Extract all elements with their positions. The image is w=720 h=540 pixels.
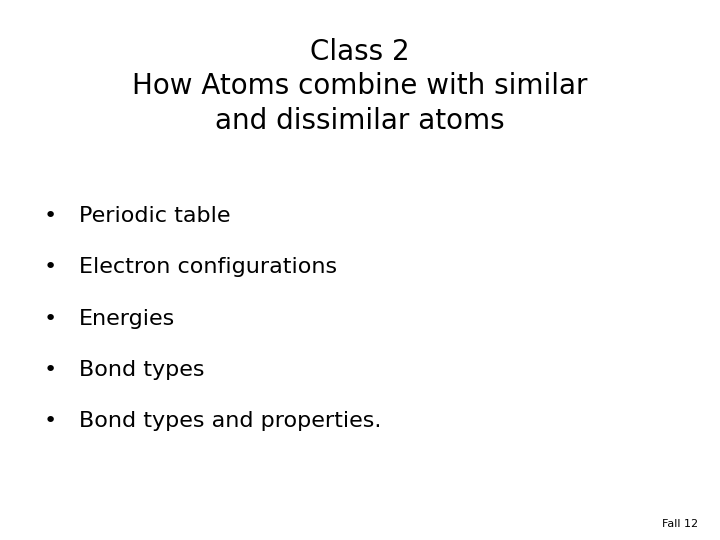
Text: •: • (43, 206, 56, 226)
Text: Energies: Energies (79, 308, 176, 329)
Text: Electron configurations: Electron configurations (79, 257, 338, 278)
Text: •: • (43, 308, 56, 329)
Text: •: • (43, 360, 56, 380)
Text: Class 2
How Atoms combine with similar
and dissimilar atoms: Class 2 How Atoms combine with similar a… (132, 38, 588, 135)
Text: Periodic table: Periodic table (79, 206, 230, 226)
Text: •: • (43, 411, 56, 431)
Text: Fall 12: Fall 12 (662, 519, 698, 529)
Text: Bond types and properties.: Bond types and properties. (79, 411, 382, 431)
Text: •: • (43, 257, 56, 278)
Text: Bond types: Bond types (79, 360, 204, 380)
